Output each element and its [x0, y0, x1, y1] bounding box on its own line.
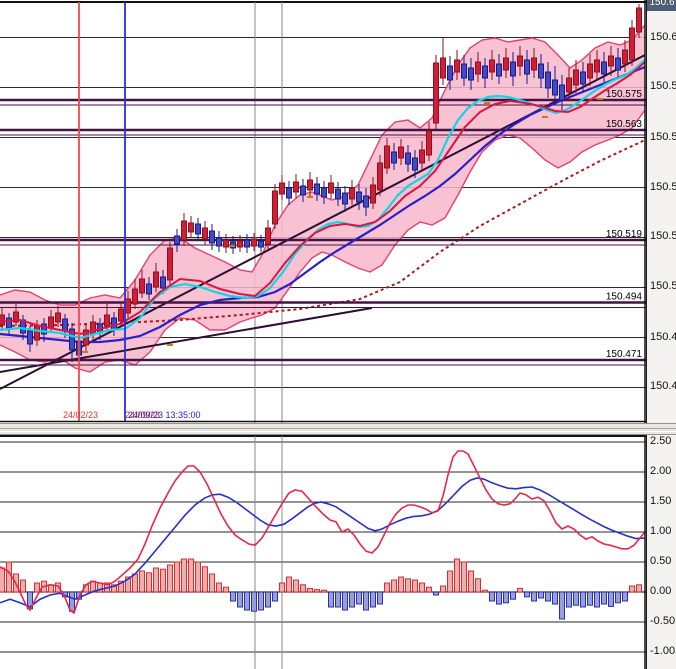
- sr-line-label: 150.471: [606, 349, 643, 360]
- indicator-axis-label: 2.00: [650, 465, 672, 477]
- price-axis-label: 150.46: [650, 380, 676, 392]
- indicator-axis-label: 1.50: [650, 495, 672, 507]
- macd-line: [0, 450, 646, 615]
- sr-line-label: 150.519: [606, 229, 643, 240]
- indicator-panel[interactable]: [0, 435, 646, 669]
- vline-datetime-label-blue: 24/09/23 13:35:00: [128, 410, 201, 420]
- sr-line-label: 150.494: [606, 292, 643, 303]
- price-axis-label: 150.52: [650, 230, 676, 242]
- signal-line: [0, 477, 646, 608]
- price-chart-panel[interactable]: 150.575 150.563 150.519 150.494 150.471 24/0…: [0, 0, 646, 423]
- candles-series[interactable]: [0, 4, 642, 376]
- indicator-canvas[interactable]: [0, 435, 646, 669]
- vline-date-label-red-shadow: 24/09/23: [125, 410, 161, 420]
- price-axis-label: 150.54: [650, 181, 676, 193]
- panel-divider[interactable]: [0, 423, 676, 435]
- event-vertical-lines[interactable]: [78, 2, 126, 421]
- support-resistance-lines[interactable]: 150.575 150.563 150.519 150.494 150.471: [0, 89, 646, 366]
- indicator-axis-label: 0.50: [650, 555, 672, 567]
- price-axis-label: 150.56: [650, 131, 676, 143]
- current-price-value: 150.6: [649, 0, 675, 8]
- price-axis-label: 150.60: [650, 31, 676, 43]
- slow-ma-line: [0, 65, 646, 344]
- price-axis-label: 150.58: [650, 80, 676, 92]
- sr-line-label: 150.575: [606, 89, 643, 100]
- bollinger-mid-line: [0, 61, 646, 336]
- price-axis-label: 150.50: [650, 280, 676, 292]
- indicator-axis-label: 1.00: [650, 525, 672, 537]
- indicator-axis-label: -0.50: [650, 615, 676, 627]
- divider-groove-line: [0, 428, 676, 432]
- current-price-tag: 150.6: [647, 0, 676, 11]
- macd-histogram: [0, 558, 642, 620]
- price-chart-canvas[interactable]: 150.575 150.563 150.519 150.494 150.471: [0, 0, 646, 423]
- price-axis-gutter: 150.6 150.60 150.58 150.56 150.54 150.52 150.…: [646, 0, 676, 669]
- indicator-gridlines: [0, 435, 646, 669]
- vline-date-label-red: 24/02/23: [63, 410, 99, 420]
- trade-markers: [82, 98, 603, 353]
- indicator-axis-label: -1.00: [650, 645, 676, 657]
- sr-line-label: 150.563: [606, 119, 643, 130]
- indicator-axis-label: 0.00: [650, 585, 672, 597]
- trend-line-secondary[interactable]: [0, 307, 373, 373]
- price-axis-label: 150.48: [650, 331, 676, 343]
- indicator-axis-label: 2.50: [650, 435, 672, 447]
